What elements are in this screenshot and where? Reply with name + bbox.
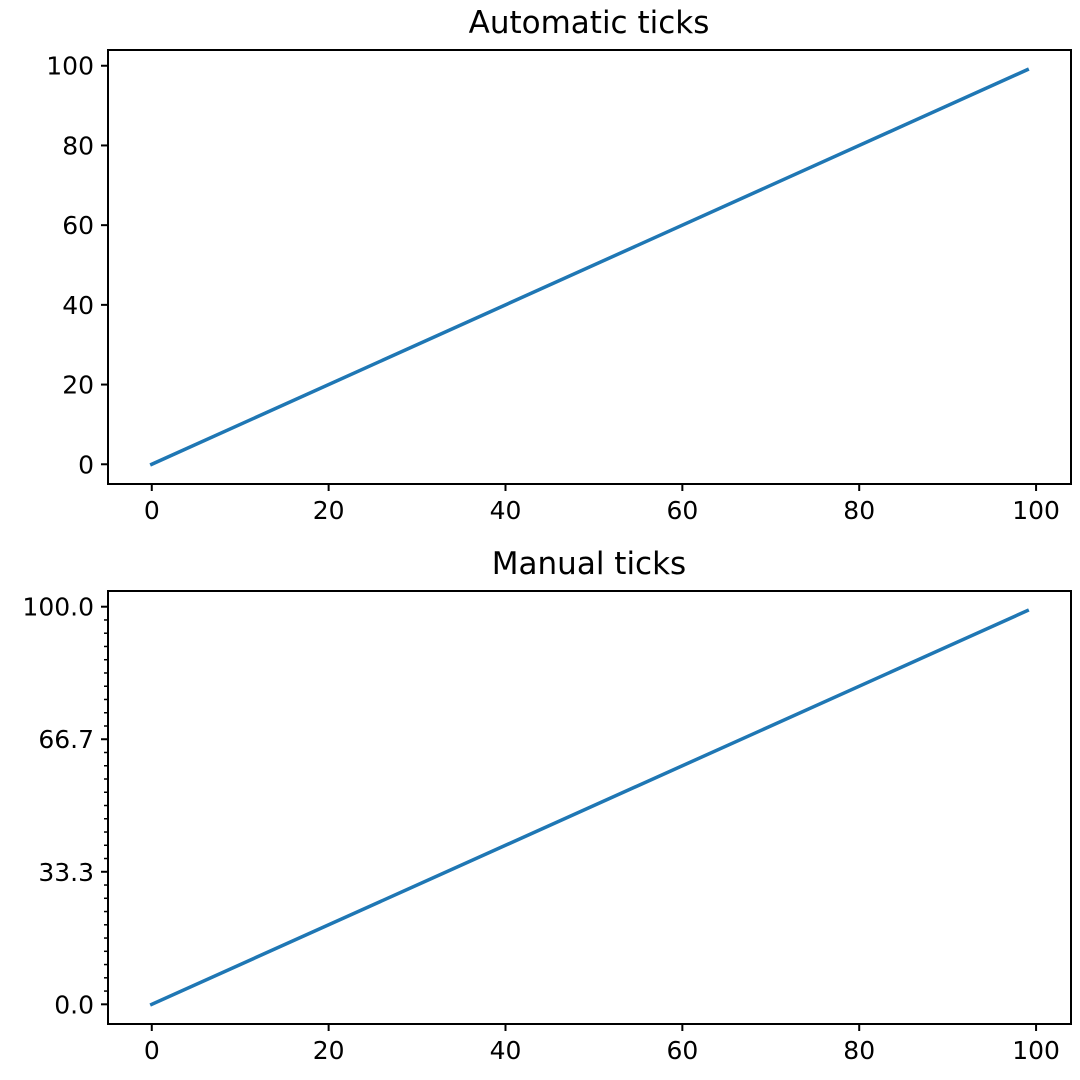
y-tick-label: 20: [62, 371, 94, 400]
plot-area: 0 20 40 60 80 100 0 20 40 60 80 100: [46, 52, 1060, 525]
x-tick-label: 40: [490, 496, 522, 525]
x-tick-label: 100: [1012, 496, 1060, 525]
x-tick-label: 60: [666, 1036, 698, 1065]
series-line: [149, 67, 1030, 467]
x-tick-label: 60: [666, 496, 698, 525]
axes-frame: [107, 49, 1072, 485]
x-tick-label: 0: [144, 1036, 160, 1065]
y-tick-label: 100: [46, 52, 94, 81]
x-tick-label: 100: [1012, 1036, 1060, 1065]
x-tick-label: 40: [490, 1036, 522, 1065]
x-tick-label: 20: [313, 496, 345, 525]
x-tick-label: 20: [313, 1036, 345, 1065]
y-tick-label: 33.3: [38, 858, 94, 887]
x-tick-label: 80: [843, 1036, 875, 1065]
series-line: [149, 608, 1030, 1007]
x-tick-label: 0: [144, 496, 160, 525]
chart-panel-manual-ticks: Manual ticks 0 20 40 60 80 100 0.0 33.3 66.7 100.…: [22, 546, 1072, 1065]
y-tick-label: 0: [78, 450, 94, 479]
y-tick-label: 100.0: [22, 593, 94, 622]
chart-title: Automatic ticks: [469, 5, 710, 41]
axes-frame: [107, 590, 1072, 1025]
plot-area: 0 20 40 60 80 100 0.0 33.3 66.7 100.0: [22, 593, 1060, 1065]
y-tick-label: 80: [62, 131, 94, 160]
y-tick-label: 60: [62, 211, 94, 240]
y-tick-label: 40: [62, 291, 94, 320]
y-tick-label: 66.7: [38, 725, 94, 754]
x-tick-label: 80: [843, 496, 875, 525]
chart-panel-automatic-ticks: Automatic ticks 0 20 40 60 80 100 0 20 40 60 80 100: [46, 5, 1072, 525]
chart-title: Manual ticks: [492, 546, 686, 582]
y-tick-label: 0.0: [54, 990, 94, 1019]
